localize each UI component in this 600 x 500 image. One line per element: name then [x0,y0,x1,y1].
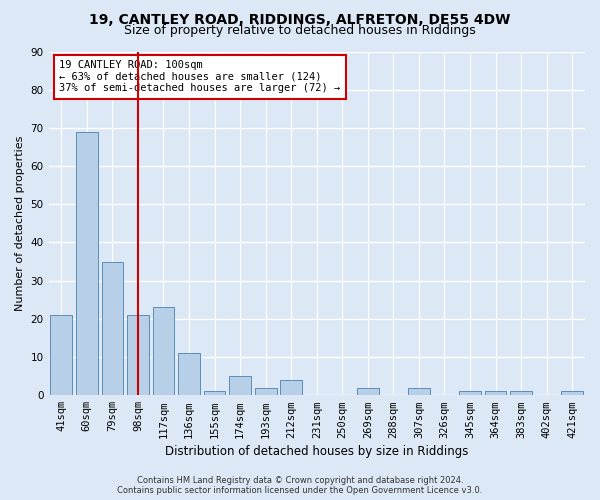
Bar [255,388,277,395]
Text: Contains HM Land Registry data © Crown copyright and database right 2024.
Contai: Contains HM Land Registry data © Crown c… [118,476,482,495]
Bar [485,392,506,395]
Text: Size of property relative to detached houses in Riddings: Size of property relative to detached ho… [124,24,476,37]
Bar [459,392,481,395]
Bar [229,376,251,395]
Bar [178,353,200,395]
Text: 19 CANTLEY ROAD: 100sqm
← 63% of detached houses are smaller (124)
37% of semi-d: 19 CANTLEY ROAD: 100sqm ← 63% of detache… [59,60,341,94]
Bar [510,392,532,395]
Bar [76,132,98,395]
Bar [127,315,149,395]
Bar [50,315,72,395]
X-axis label: Distribution of detached houses by size in Riddings: Distribution of detached houses by size … [165,444,469,458]
Text: 19, CANTLEY ROAD, RIDDINGS, ALFRETON, DE55 4DW: 19, CANTLEY ROAD, RIDDINGS, ALFRETON, DE… [89,12,511,26]
Bar [562,392,583,395]
Bar [204,392,226,395]
Bar [357,388,379,395]
Y-axis label: Number of detached properties: Number of detached properties [15,136,25,311]
Bar [408,388,430,395]
Bar [152,308,175,395]
Bar [101,262,123,395]
Bar [280,380,302,395]
